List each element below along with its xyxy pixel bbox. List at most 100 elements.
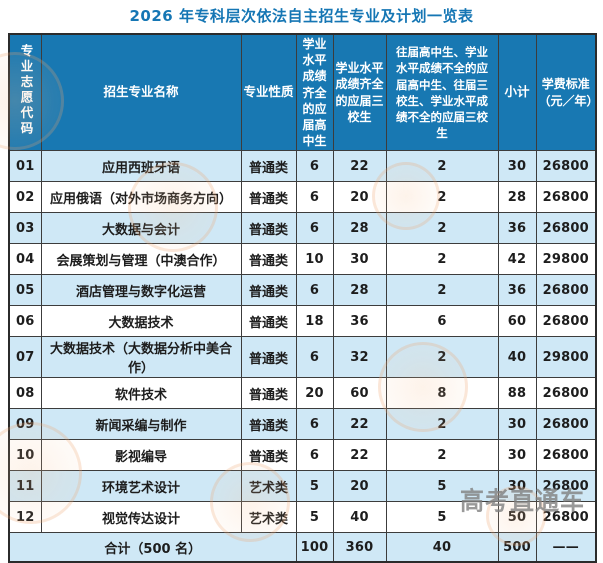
header-fee: 学费标准（元／年） (535, 33, 597, 152)
cell-other: 2 (385, 150, 499, 183)
total-label: 合计（500 名） (8, 532, 297, 563)
cell-s3: 28 (332, 212, 387, 245)
cell-code: 06 (8, 305, 42, 338)
cell-s3: 22 (332, 408, 387, 441)
cell-subtotal: 28 (497, 181, 537, 214)
total-row: 合计（500 名） 100 360 40 500 —— (8, 532, 597, 563)
cell-other: 2 (385, 408, 499, 441)
cell-major: 影视编导 (40, 439, 242, 472)
cell-code: 01 (8, 150, 42, 183)
cell-subtotal: 30 (497, 150, 537, 183)
cell-subtotal: 42 (497, 243, 537, 276)
cell-hs: 20 (295, 377, 334, 410)
cell-major: 大数据与会计 (40, 212, 242, 245)
cell-hs: 6 (295, 212, 334, 245)
table-row: 10 影视编导 普通类 6 22 2 30 26800 (8, 439, 597, 472)
cell-hs: 6 (295, 274, 334, 307)
total-hs: 100 (295, 532, 334, 563)
header-s3: 学业水平成绩齐全的应届三校生 (332, 33, 387, 152)
cell-nature: 艺术类 (240, 501, 297, 534)
cell-code: 02 (8, 181, 42, 214)
cell-fee: 29800 (535, 336, 597, 379)
cell-major: 酒店管理与数字化运营 (40, 274, 242, 307)
cell-s3: 40 (332, 501, 387, 534)
cell-subtotal: 50 (497, 501, 537, 534)
header-other: 往届高中生、学业水平成绩不全的应届高中生、往届三校生、学业水平成绩不全的应届三校… (385, 33, 499, 152)
cell-s3: 20 (332, 181, 387, 214)
cell-nature: 艺术类 (240, 470, 297, 503)
cell-fee: 26800 (535, 501, 597, 534)
cell-nature: 普通类 (240, 408, 297, 441)
cell-hs: 5 (295, 470, 334, 503)
cell-nature: 普通类 (240, 439, 297, 472)
cell-code: 09 (8, 408, 42, 441)
cell-s3: 32 (332, 336, 387, 379)
cell-nature: 普通类 (240, 305, 297, 338)
table-row: 09 新闻采编与制作 普通类 6 22 2 30 26800 (8, 408, 597, 441)
cell-hs: 6 (295, 150, 334, 183)
cell-nature: 普通类 (240, 243, 297, 276)
table-row: 12 视觉传达设计 艺术类 5 40 5 50 26800 (8, 501, 597, 534)
cell-major: 视觉传达设计 (40, 501, 242, 534)
cell-subtotal: 30 (497, 408, 537, 441)
cell-fee: 26800 (535, 305, 597, 338)
cell-s3: 22 (332, 439, 387, 472)
cell-subtotal: 40 (497, 336, 537, 379)
header-hs: 学业水平成绩齐全的应届高中生 (295, 33, 334, 152)
cell-code: 12 (8, 501, 42, 534)
page: 2026 年专科层次依法自主招生专业及计划一览表 专业志愿代码 招生专业名称 专… (0, 7, 597, 563)
page-title: 2026 年专科层次依法自主招生专业及计划一览表 (129, 7, 474, 25)
cell-hs: 10 (295, 243, 334, 276)
cell-other: 5 (385, 470, 499, 503)
cell-s3: 20 (332, 470, 387, 503)
cell-other: 2 (385, 439, 499, 472)
cell-hs: 18 (295, 305, 334, 338)
cell-major: 会展策划与管理（中澳合作） (40, 243, 242, 276)
cell-hs: 6 (295, 439, 334, 472)
table-row: 04 会展策划与管理（中澳合作） 普通类 10 30 2 42 29800 (8, 243, 597, 276)
cell-nature: 普通类 (240, 150, 297, 183)
cell-fee: 29800 (535, 243, 597, 276)
cell-hs: 6 (295, 181, 334, 214)
cell-s3: 36 (332, 305, 387, 338)
cell-subtotal: 36 (497, 274, 537, 307)
table-row: 08 软件技术 普通类 20 60 8 88 26800 (8, 377, 597, 410)
cell-major: 应用西班牙语 (40, 150, 242, 183)
cell-code: 08 (8, 377, 42, 410)
table-row: 06 大数据技术 普通类 18 36 6 60 26800 (8, 305, 597, 338)
cell-major: 新闻采编与制作 (40, 408, 242, 441)
cell-other: 2 (385, 336, 499, 379)
table-row: 05 酒店管理与数字化运营 普通类 6 28 2 36 26800 (8, 274, 597, 307)
cell-other: 2 (385, 243, 499, 276)
cell-code: 04 (8, 243, 42, 276)
cell-s3: 30 (332, 243, 387, 276)
cell-hs: 6 (295, 408, 334, 441)
total-fee: —— (535, 532, 597, 563)
table-row: 07 大数据技术（大数据分析中美合作） 普通类 6 32 2 40 29800 (8, 336, 597, 379)
cell-subtotal: 88 (497, 377, 537, 410)
header-code: 专业志愿代码 (8, 33, 42, 152)
cell-s3: 22 (332, 150, 387, 183)
cell-other: 2 (385, 212, 499, 245)
cell-other: 8 (385, 377, 499, 410)
table-row: 01 应用西班牙语 普通类 6 22 2 30 26800 (8, 150, 597, 183)
cell-nature: 普通类 (240, 274, 297, 307)
cell-nature: 普通类 (240, 377, 297, 410)
cell-nature: 普通类 (240, 181, 297, 214)
header-row: 专业志愿代码 招生专业名称 专业性质 学业水平成绩齐全的应届高中生 学业水平成绩… (8, 33, 597, 152)
cell-fee: 26800 (535, 274, 597, 307)
cell-fee: 26800 (535, 377, 597, 410)
cell-nature: 普通类 (240, 212, 297, 245)
cell-major: 应用俄语（对外市场商务方向） (40, 181, 242, 214)
cell-subtotal: 60 (497, 305, 537, 338)
cell-other: 2 (385, 274, 499, 307)
cell-fee: 26800 (535, 470, 597, 503)
table-row: 02 应用俄语（对外市场商务方向） 普通类 6 20 2 28 26800 (8, 181, 597, 214)
cell-code: 07 (8, 336, 42, 379)
total-other: 40 (385, 532, 499, 563)
enrollment-plan-table: 专业志愿代码 招生专业名称 专业性质 学业水平成绩齐全的应届高中生 学业水平成绩… (8, 33, 597, 563)
cell-hs: 6 (295, 336, 334, 379)
cell-major: 环境艺术设计 (40, 470, 242, 503)
cell-fee: 26800 (535, 150, 597, 183)
cell-code: 11 (8, 470, 42, 503)
